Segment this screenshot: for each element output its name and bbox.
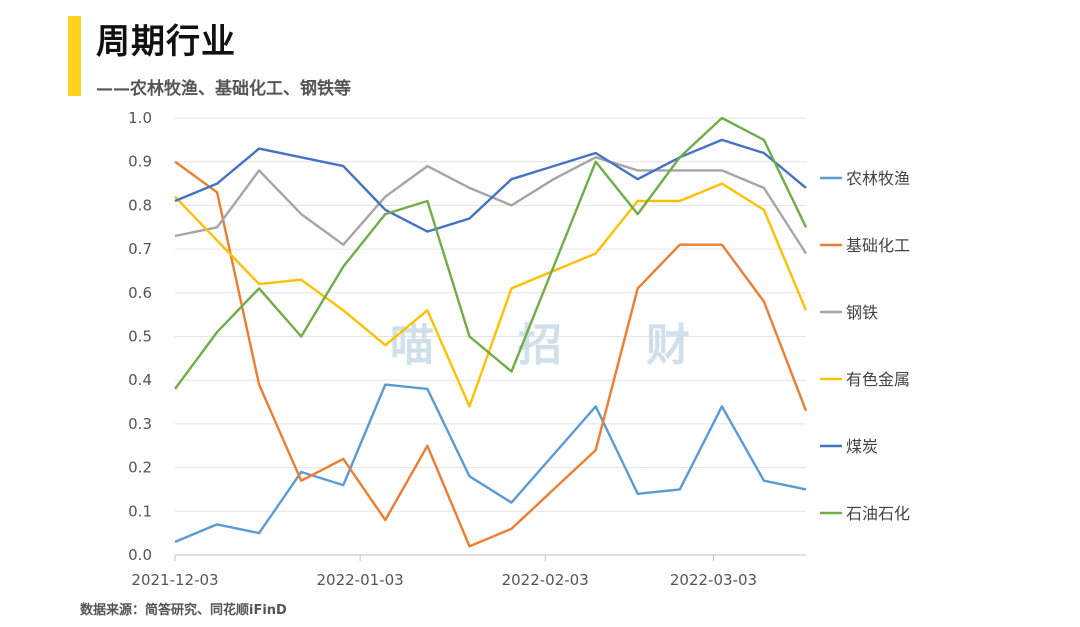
x-tick-label: 2022-03-03 <box>670 571 757 589</box>
legend-label: 煤炭 <box>846 437 878 456</box>
page-title: 周期行业 <box>96 22 236 62</box>
x-axis: 2021-12-03 2022-01-03 2022-02-03 2022-03-03 <box>131 554 806 589</box>
y-tick-label: 0.8 <box>128 196 152 214</box>
x-tick-label: 2022-02-03 <box>502 571 589 589</box>
legend-label: 钢铁 <box>846 303 878 322</box>
legend-label: 基础化工 <box>846 236 910 255</box>
y-tick-label: 0.9 <box>128 153 152 171</box>
watermark-char: 财 <box>646 320 690 371</box>
y-axis: 0.0 0.1 0.2 0.3 0.4 0.5 0.6 0.7 0.8 0.9 1.0 <box>128 109 152 564</box>
y-tick-label: 0.0 <box>128 546 152 564</box>
watermark-char: 喵 <box>390 320 434 371</box>
y-tick-label: 0.5 <box>128 328 152 346</box>
legend-label: 有色金属 <box>846 370 910 389</box>
y-tick-label: 0.6 <box>128 284 152 302</box>
series-line-4 <box>174 138 807 233</box>
data-source-note: 数据来源：简答研究、同花顺iFinD <box>80 603 287 618</box>
y-tick-label: 0.3 <box>128 415 152 433</box>
y-tick-label: 0.4 <box>128 371 152 389</box>
series-line-3 <box>174 182 808 408</box>
watermark: 喵招财 <box>390 320 690 371</box>
series-line-1 <box>174 160 808 548</box>
series-line-2 <box>174 156 808 255</box>
x-tick-label: 2022-01-03 <box>316 571 403 589</box>
series-line-5 <box>174 116 808 390</box>
y-tick-label: 1.0 <box>128 109 152 127</box>
watermark-char: 招 <box>518 320 562 371</box>
title-accent-bar <box>68 16 81 96</box>
grid-lines <box>175 117 806 512</box>
y-tick-label: 0.2 <box>128 459 152 477</box>
series-lines <box>174 116 808 548</box>
page-subtitle: ——农林牧渔、基础化工、钢铁等 <box>96 79 351 99</box>
x-tick-label: 2021-12-03 <box>131 571 218 589</box>
series-line-0 <box>174 383 807 544</box>
y-tick-label: 0.7 <box>128 240 152 258</box>
legend-label: 石油石化 <box>846 504 910 523</box>
legend-label: 农林牧渔 <box>846 169 910 188</box>
y-tick-label: 0.1 <box>128 502 152 520</box>
